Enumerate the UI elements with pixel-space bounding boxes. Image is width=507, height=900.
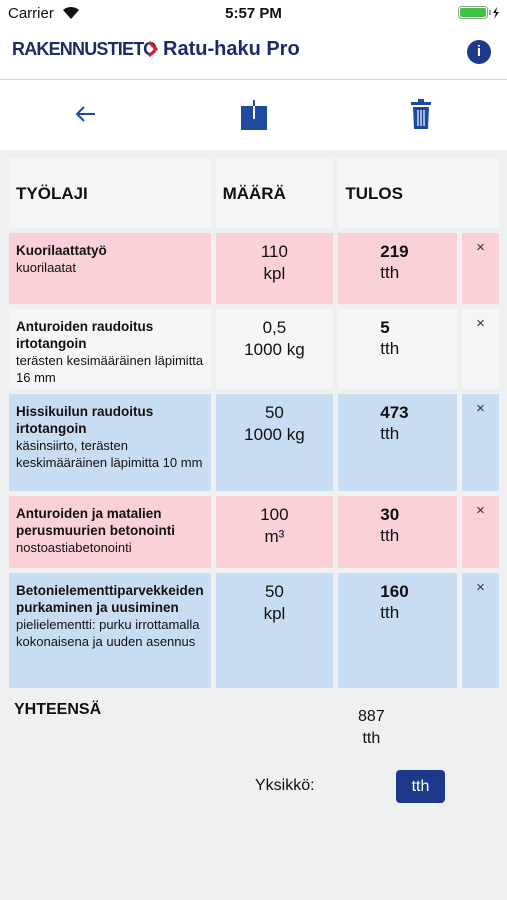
task-cell: Kuorilaattatyö kuorilaatat <box>9 233 211 304</box>
quantity-unit: kpl <box>263 264 286 283</box>
delete-all-button[interactable] <box>410 99 432 130</box>
table-row: Betonielementtiparvekkeiden purkaminen j… <box>9 573 499 688</box>
quantity-cell: 50 1000 kg <box>215 394 334 491</box>
header-cell: MÄÄRÄ <box>215 158 334 228</box>
result-cell: 219 tth <box>338 233 458 304</box>
task-cell: Hissikuilun raudoitus irtotangoin käsinsi… <box>9 394 211 491</box>
table-row: Anturoiden raudoitus irtotangoin terästen… <box>9 309 499 389</box>
task-cell: Anturoiden ja matalien perusmuurien beto… <box>9 496 211 568</box>
table-header: TYÖLAJI MÄÄRÄ TULOS <box>9 158 499 228</box>
result-cell: 30 tth <box>338 496 458 568</box>
result-unit: tth <box>380 339 400 358</box>
toolbar <box>0 80 507 150</box>
back-button[interactable] <box>74 104 98 124</box>
delete-row-button[interactable]: × <box>462 394 499 491</box>
result: 473 <box>380 403 409 422</box>
quantity: 50 <box>264 582 284 601</box>
quantity-unit: 1000 kg <box>244 340 305 359</box>
delete-row-button[interactable]: × <box>462 309 499 389</box>
battery-icon <box>458 6 499 19</box>
task-description: pielielementti: purku irrottamalla kokon… <box>16 617 200 649</box>
delete-row-button[interactable]: × <box>462 233 499 304</box>
unit-button[interactable]: tth <box>396 770 445 803</box>
task-description: kuorilaatat <box>16 260 76 275</box>
result: 30 <box>380 505 400 524</box>
app-title: Ratu-haku Pro <box>163 38 300 60</box>
header-cell: TYÖLAJI <box>9 158 211 228</box>
task-title: Betonielementtiparvekkeiden purkaminen j… <box>16 583 204 615</box>
share-button[interactable] <box>240 98 268 131</box>
result-unit: tth <box>380 263 400 282</box>
header-cell: TULOS <box>338 158 499 228</box>
quantity-cell: 100 m³ <box>215 496 334 568</box>
task-title: Anturoiden ja matalien perusmuurien beto… <box>16 506 176 538</box>
task-cell: Betonielementtiparvekkeiden purkaminen j… <box>9 573 211 688</box>
result-unit: tth <box>380 424 400 443</box>
table-row: Anturoiden ja matalien perusmuurien beto… <box>9 496 499 568</box>
task-description: nostoastiabetonointi <box>16 540 132 555</box>
task-description: käsinsiirto, terästen keskimääräinen läp… <box>16 438 203 470</box>
quantity: 110 <box>260 242 288 261</box>
task-cell: Anturoiden raudoitus irtotangoin terästen… <box>9 309 211 389</box>
quantity-unit: 1000 kg <box>244 425 305 444</box>
quantity-unit: m³ <box>264 527 285 546</box>
info-button[interactable]: i <box>467 40 491 64</box>
results-table: TYÖLAJI MÄÄRÄ TULOS Kuorilaattatyö kuoril… <box>9 158 499 693</box>
task-title: Hissikuilun raudoitus irtotangoin <box>16 404 154 436</box>
table-row: Hissikuilun raudoitus irtotangoin käsinsi… <box>9 394 499 491</box>
wifi-icon <box>63 6 79 19</box>
total-number: 887 <box>358 708 385 725</box>
result-cell: 5 tth <box>338 309 458 389</box>
quantity-cell: 0,5 1000 kg <box>215 309 334 389</box>
carrier: Carrier <box>8 5 54 22</box>
total-label: YHTEENSÄ <box>14 701 102 718</box>
total-unit: tth <box>362 730 381 747</box>
task-title: Kuorilaattatyö <box>16 243 107 258</box>
top-bar: Carrier 5:57 PM RAKENNUSTIETO Ratu-haku … <box>0 0 507 80</box>
clock: 5:57 PM <box>225 5 282 22</box>
unit-label: Yksikkö: <box>255 777 315 794</box>
brand-logo: RAKENNUSTIETO <box>12 39 157 59</box>
quantity: 50 <box>264 403 284 422</box>
quantity-cell: 50 kpl <box>215 573 334 688</box>
task-title: Anturoiden raudoitus irtotangoin <box>16 319 154 351</box>
quantity: 100 <box>260 505 289 524</box>
delete-row-button[interactable]: × <box>462 573 499 688</box>
delete-row-button[interactable]: × <box>462 496 499 568</box>
result: 5 <box>380 318 390 337</box>
result-unit: tth <box>380 603 400 622</box>
brand-chevron <box>147 41 159 57</box>
table-row: Kuorilaattatyö kuorilaatat 110 kpl 219 tth × <box>9 233 499 304</box>
task-description: terästen kesimääräinen läpimitta 16 mm <box>16 353 204 385</box>
total-value: 887 tth <box>358 706 385 750</box>
result-cell: 473 tth <box>338 394 458 491</box>
result-cell: 160 tth <box>338 573 458 688</box>
result-unit: tth <box>380 526 400 545</box>
quantity: 0,5 <box>262 318 287 337</box>
result: 219 <box>380 242 409 261</box>
quantity-cell: 110 kpl <box>215 233 334 304</box>
quantity-unit: kpl <box>263 604 286 623</box>
result: 160 <box>380 582 409 601</box>
